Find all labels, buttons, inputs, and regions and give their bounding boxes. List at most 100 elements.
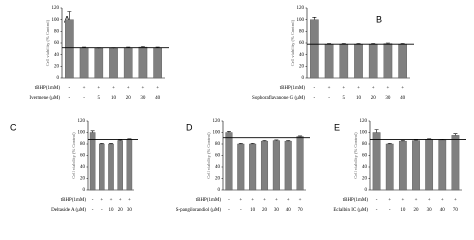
row-value: - [228, 208, 230, 213]
row-value: + [388, 198, 391, 203]
row-value: - [314, 86, 316, 91]
bar [398, 43, 407, 79]
row-value: 30 [385, 96, 391, 101]
row-value: + [387, 86, 390, 91]
row-value: 20 [371, 96, 377, 101]
bar [249, 143, 257, 191]
row-label: tBHP(1mM) [343, 198, 369, 203]
y-tick-label: 100 [213, 131, 221, 136]
bar [109, 48, 118, 79]
row-value: 20 [414, 208, 420, 213]
row-value: + [263, 198, 266, 203]
error-bar [226, 131, 231, 133]
error-bar [286, 140, 291, 142]
y-axis-label: Cell viability (% Control) [45, 19, 50, 66]
bar [372, 132, 381, 191]
row-value: + [83, 86, 86, 91]
bar [385, 143, 394, 191]
error-bar [140, 46, 145, 48]
bar [237, 143, 245, 191]
row-value: + [251, 198, 254, 203]
error-bar [67, 11, 72, 20]
y-tick-label: 60 [54, 41, 60, 46]
bar [108, 143, 114, 191]
bar [79, 47, 89, 79]
bar [284, 140, 292, 191]
row-value: + [100, 198, 103, 203]
row-value: + [454, 198, 457, 203]
row-value: + [112, 86, 115, 91]
row-label: Sophoraflavanone G (μM) [252, 96, 305, 101]
y-tick-label: 20 [362, 177, 368, 182]
y-tick-label: 100 [52, 18, 60, 23]
row-value: + [428, 198, 431, 203]
row-label: Eclalbin IC (μM) [333, 208, 368, 213]
bar [272, 140, 280, 191]
panel-label: C [10, 122, 17, 132]
y-tick-label: 120 [213, 119, 221, 124]
row-label: Deltaside A (μM) [51, 208, 86, 213]
bar [425, 139, 434, 191]
row-value: - [376, 198, 378, 203]
y-tick-label: 120 [297, 6, 305, 11]
bar [65, 19, 74, 79]
error-bar [312, 17, 317, 20]
row-value: + [357, 86, 360, 91]
y-axis-label: Cell viability (% Control) [290, 19, 295, 66]
row-value: 40 [286, 208, 292, 213]
row-value: 30 [140, 96, 146, 101]
error-bar [250, 143, 255, 144]
row-label: Ivermene (μM) [29, 96, 60, 101]
row-value: - [83, 96, 85, 101]
y-tick-label: 60 [215, 154, 221, 159]
error-bar [118, 139, 123, 141]
row-value: + [142, 86, 145, 91]
row-value: 10 [111, 96, 117, 101]
row-value: - [92, 198, 94, 203]
error-bar [109, 143, 113, 144]
row-value: + [287, 198, 290, 203]
bar [412, 140, 420, 191]
row-value: - [389, 208, 391, 213]
row-value: + [275, 198, 278, 203]
row-value: 10 [109, 208, 115, 213]
bar [94, 48, 104, 79]
y-tick-label: 100 [78, 131, 86, 136]
y-tick-label: 80 [80, 142, 86, 147]
row-value: - [69, 86, 71, 91]
row-value: 10 [356, 96, 362, 101]
row-value: + [401, 198, 404, 203]
row-value: + [156, 86, 159, 91]
y-axis-label: Cell viability (% Control) [353, 132, 358, 179]
row-value: - [328, 96, 330, 101]
y-tick-label: 0 [302, 76, 305, 81]
row-label: S-pangilorandiol (μM) [176, 208, 222, 213]
y-tick-label: 40 [215, 165, 221, 170]
row-value: + [239, 198, 242, 203]
y-tick-label: 100 [297, 18, 305, 23]
row-value: 20 [262, 208, 268, 213]
row-value: 10 [250, 208, 256, 213]
y-tick-label: 20 [54, 64, 60, 69]
row-value: + [97, 86, 100, 91]
row-value: 30 [127, 208, 133, 213]
panel-label: B [376, 14, 382, 24]
error-bar [99, 143, 104, 144]
bar [451, 135, 460, 191]
row-value: 40 [400, 96, 406, 101]
row-label: tBHP(1mM) [280, 86, 306, 91]
bar [324, 43, 334, 79]
bar [89, 132, 96, 191]
error-bar [400, 140, 405, 142]
y-tick-label: 20 [215, 177, 221, 182]
row-label: tBHP(1mM) [35, 86, 61, 91]
row-value: + [128, 198, 131, 203]
row-value: + [372, 86, 375, 91]
row-value: 40 [440, 208, 446, 213]
error-bar [238, 143, 243, 144]
row-value: + [401, 86, 404, 91]
y-tick-label: 0 [83, 188, 86, 193]
bar [225, 132, 233, 191]
row-value: + [342, 86, 345, 91]
row-value: + [119, 198, 122, 203]
